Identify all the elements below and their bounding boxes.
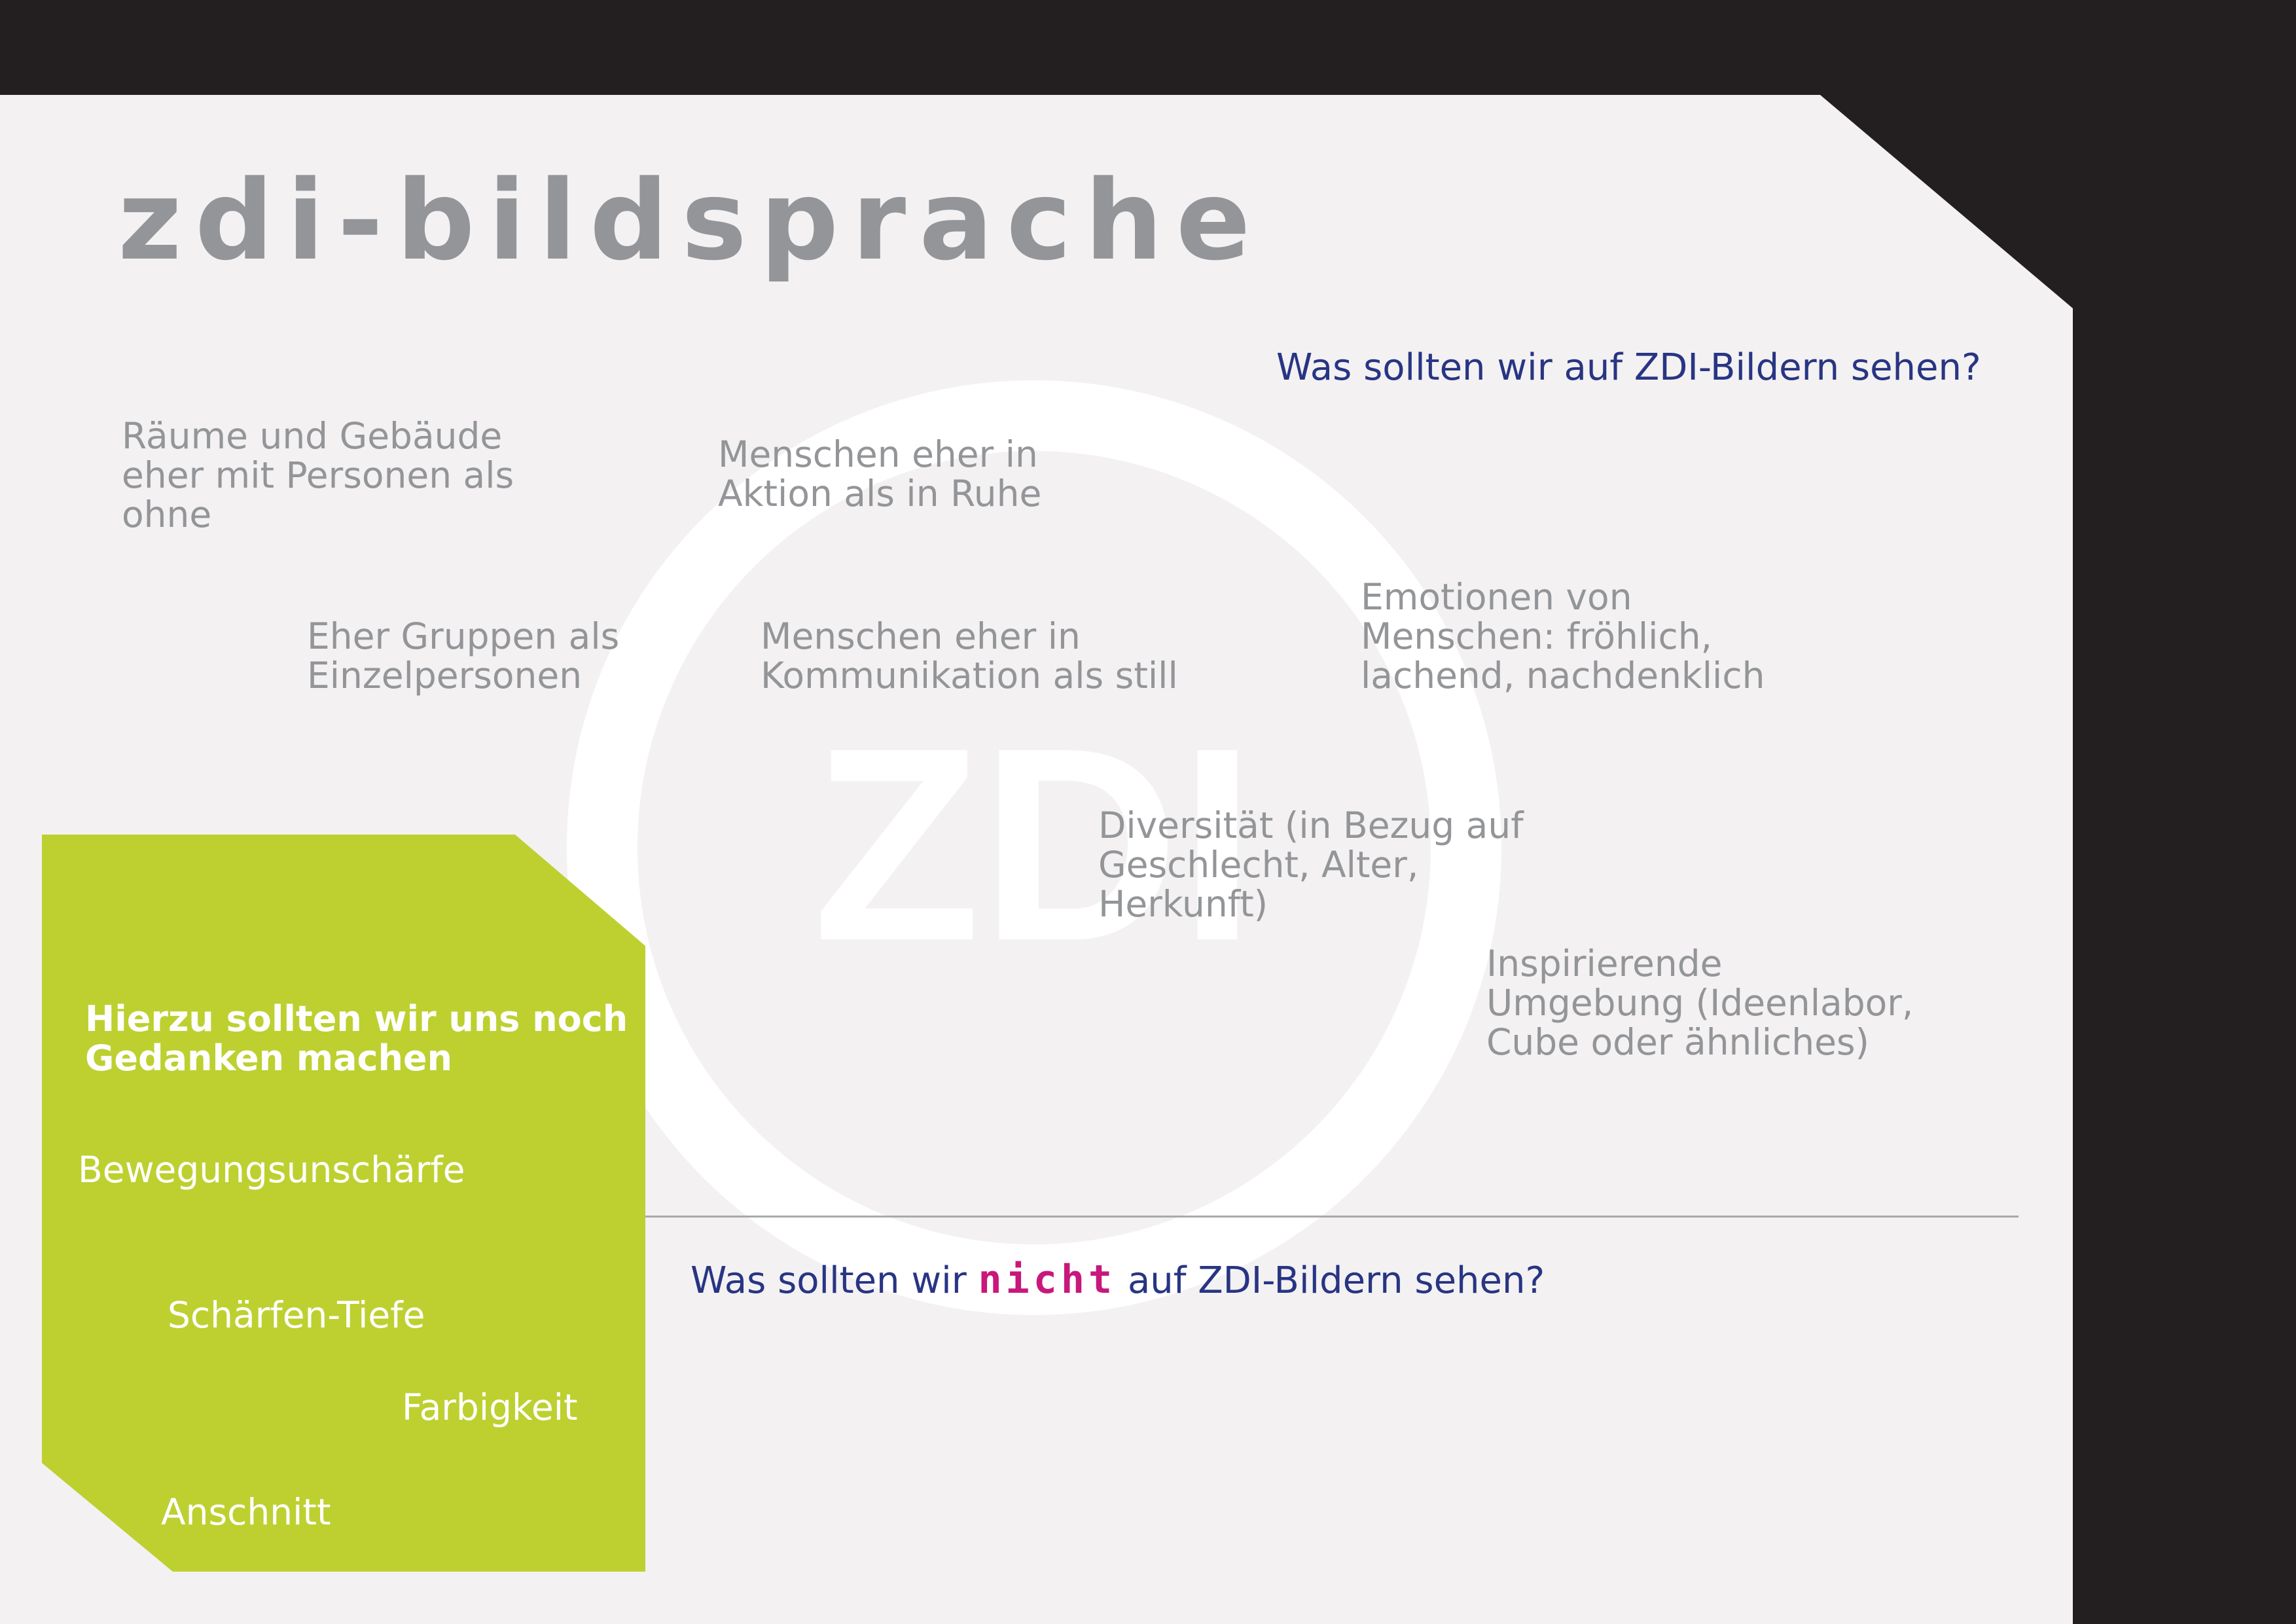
item-kommunikation: Menschen eher in Kommunikation als still xyxy=(761,615,1178,696)
open-topics-heading: Hierzu sollten wir uns noch Gedanken mac… xyxy=(85,998,628,1079)
poster-board: ZDI ZDI-Bildsprache Was sollten wir auf … xyxy=(0,95,2073,1624)
question-positive: Was sollten wir auf ZDI-Bildern sehen? xyxy=(1276,346,1981,389)
item-aktion: Menschen eher in Aktion als in Ruhe xyxy=(718,433,1042,514)
item-raeume: Räume und Gebäude eher mit Personen als … xyxy=(122,415,514,535)
question-negative-emphasis: nicht xyxy=(978,1257,1117,1303)
topic-schaerfen-tiefe: Schärfen-Tiefe xyxy=(168,1294,425,1336)
question-negative-prefix: Was sollten wir xyxy=(691,1259,967,1302)
topic-anschnitt: Anschnitt xyxy=(161,1491,331,1533)
item-emotionen: Emotionen von Menschen: fröhlich, lachen… xyxy=(1361,576,1765,696)
item-umgebung: Inspirierende Umgebung (Ideenlabor, Cube… xyxy=(1486,943,1914,1063)
item-diversitaet: Diversität (in Bezug auf Geschlecht, Alt… xyxy=(1098,804,1524,925)
open-topics-panel: Hierzu sollten wir uns noch Gedanken mac… xyxy=(42,835,645,1572)
item-gruppen: Eher Gruppen als Einzelpersonen xyxy=(307,615,620,696)
section-divider xyxy=(645,1216,2018,1218)
page-title: ZDI-Bildsprache xyxy=(118,156,1264,285)
question-negative-suffix: auf ZDI-Bildern sehen? xyxy=(1127,1259,1545,1302)
question-negative: Was sollten wir nicht auf ZDI-Bildern se… xyxy=(691,1256,1545,1303)
zdi-logo-watermark: ZDI xyxy=(567,380,1501,1315)
watermark-ring xyxy=(567,380,1501,1315)
watermark-text: ZDI xyxy=(813,691,1256,998)
topic-bewegungsunschaerfe: Bewegungsunschärfe xyxy=(78,1149,465,1191)
topic-farbigkeit: Farbigkeit xyxy=(402,1386,578,1428)
